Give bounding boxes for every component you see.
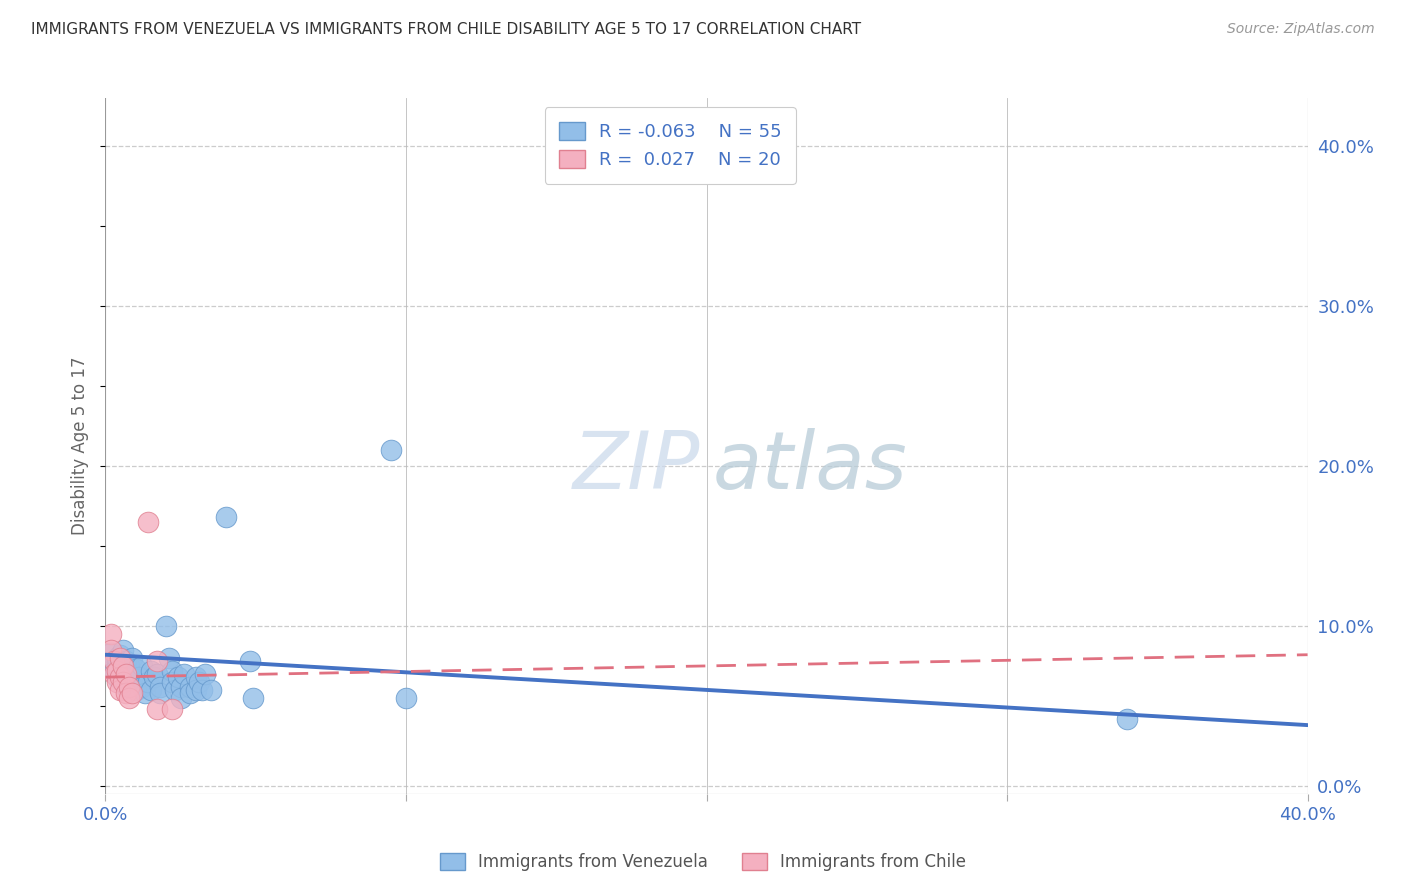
Text: ZIP: ZIP (574, 428, 700, 506)
Point (110, 657, 132, 672)
Text: Source: ZipAtlas.com: Source: ZipAtlas.com (1227, 22, 1375, 37)
Point (173, 667, 195, 681)
Point (115, 680, 138, 694)
Point (103, 667, 125, 681)
Point (118, 667, 141, 681)
Point (142, 670, 165, 684)
Point (145, 702, 167, 716)
Point (100, 646, 122, 660)
Point (148, 680, 170, 694)
Point (121, 651, 143, 665)
Point (214, 510, 236, 524)
Point (107, 670, 129, 684)
Point (136, 515, 159, 529)
Point (194, 667, 217, 681)
Point (166, 670, 188, 684)
Point (169, 680, 191, 694)
Point (139, 682, 162, 697)
Point (187, 674, 209, 689)
Point (112, 674, 135, 689)
Point (118, 690, 141, 705)
Point (160, 674, 183, 689)
Point (179, 686, 201, 700)
Point (107, 651, 129, 665)
Point (145, 654, 167, 668)
Point (112, 664, 135, 678)
Point (115, 654, 138, 668)
Point (110, 670, 132, 684)
Point (148, 686, 170, 700)
Point (107, 674, 129, 689)
Point (163, 682, 186, 697)
Point (169, 690, 191, 705)
Point (103, 654, 125, 668)
Point (118, 659, 141, 673)
Point (115, 686, 138, 700)
Point (100, 643, 122, 657)
Point (118, 680, 141, 694)
Point (110, 651, 132, 665)
Point (128, 670, 150, 684)
Point (103, 654, 125, 668)
Text: atlas: atlas (713, 428, 907, 506)
Point (160, 702, 183, 716)
Point (155, 619, 177, 633)
Point (200, 682, 222, 697)
Point (107, 664, 129, 678)
Legend: R = -0.063    N = 55, R =  0.027    N = 20: R = -0.063 N = 55, R = 0.027 N = 20 (546, 107, 796, 184)
Point (103, 664, 125, 678)
Point (100, 627, 122, 641)
Point (110, 667, 132, 681)
Text: IMMIGRANTS FROM VENEZUELA VS IMMIGRANTS FROM CHILE DISABILITY AGE 5 TO 17 CORREL: IMMIGRANTS FROM VENEZUELA VS IMMIGRANTS … (31, 22, 860, 37)
Point (184, 670, 207, 684)
Point (136, 674, 159, 689)
Point (1116, 712, 1139, 726)
Point (112, 674, 135, 689)
Point (112, 659, 135, 673)
Point (131, 659, 153, 673)
Point (110, 648, 132, 662)
Point (184, 682, 207, 697)
Point (134, 686, 156, 700)
Point (239, 654, 262, 668)
Point (121, 686, 143, 700)
Point (395, 690, 418, 705)
Point (380, 442, 402, 457)
Point (139, 664, 162, 678)
Point (115, 670, 138, 684)
Point (131, 680, 153, 694)
Y-axis label: Disability Age 5 to 17: Disability Age 5 to 17 (72, 357, 90, 535)
Point (107, 659, 129, 673)
Legend: Immigrants from Venezuela, Immigrants from Chile: Immigrants from Venezuela, Immigrants fr… (432, 845, 974, 880)
Point (190, 682, 212, 697)
Point (115, 667, 138, 681)
Point (160, 664, 183, 678)
Point (145, 667, 167, 681)
Point (124, 662, 146, 676)
Point (124, 682, 146, 697)
Point (112, 643, 135, 657)
Point (242, 690, 264, 705)
Point (110, 682, 132, 697)
Point (121, 674, 143, 689)
Point (157, 651, 180, 665)
Point (179, 680, 201, 694)
